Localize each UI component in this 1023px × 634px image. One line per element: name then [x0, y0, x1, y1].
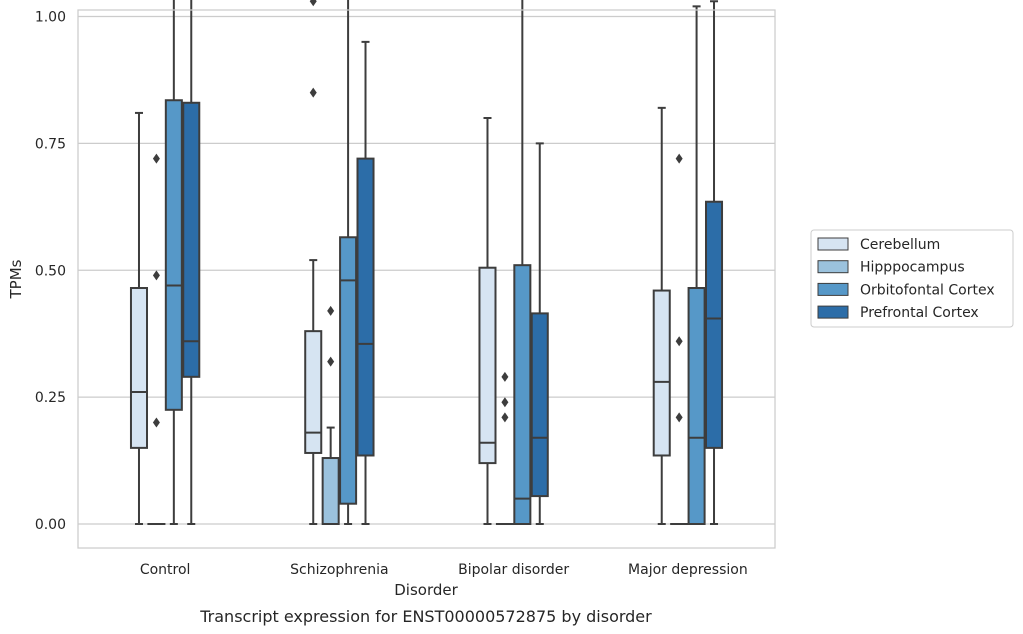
outlier-point	[327, 356, 335, 367]
y-axis-label: TPMs	[7, 259, 25, 299]
box-group	[321, 305, 340, 525]
box	[182, 101, 201, 378]
box	[164, 99, 183, 411]
x-tick-label: Schizophrenia	[290, 562, 388, 578]
legend-swatch	[817, 282, 849, 296]
outlier-point	[501, 412, 509, 423]
outlier-point	[309, 0, 317, 7]
box-group	[147, 153, 166, 526]
legend-label: Hipppocampus	[860, 260, 965, 276]
box-group	[670, 153, 689, 526]
y-tick-label: 0.50	[35, 263, 66, 279]
legend-swatch	[817, 305, 849, 319]
box-group	[339, 0, 358, 525]
y-tick-label: 0.25	[35, 390, 66, 406]
box	[339, 236, 358, 505]
box-group	[495, 371, 514, 526]
box	[321, 457, 340, 525]
outlier-point	[675, 412, 683, 423]
y-tick-label: 1.00	[35, 10, 66, 26]
outlier-point	[675, 336, 683, 347]
figure-caption: Transcript expression for ENST0000057287…	[199, 607, 652, 626]
box	[129, 287, 149, 449]
box-group	[164, 0, 183, 525]
legend-label: Orbitofontal Cortex	[860, 282, 995, 298]
box	[513, 264, 532, 525]
box	[530, 312, 549, 498]
box-group	[182, 0, 201, 525]
outlier-point	[309, 87, 317, 98]
outlier-point	[327, 305, 335, 316]
outlier-point	[675, 153, 683, 164]
outlier-point	[152, 153, 160, 164]
x-tick-label: Major depression	[628, 562, 748, 578]
box	[652, 289, 671, 457]
legend-swatch	[817, 260, 849, 274]
legend-frame	[810, 229, 1014, 328]
box-group	[304, 0, 323, 525]
legend-item: Cerebellum	[817, 237, 940, 253]
outlier-point	[501, 397, 509, 408]
box-group	[704, 0, 724, 525]
plot-frame	[77, 9, 776, 549]
x-tick-label: Control	[140, 562, 191, 578]
legend-label: Prefrontal Cortex	[860, 305, 979, 321]
box-group	[687, 5, 706, 526]
box-group	[530, 142, 549, 525]
y-tick-label: 0.00	[35, 517, 66, 533]
box-group	[478, 117, 497, 525]
legend-swatch	[817, 237, 849, 251]
outlier-point	[152, 417, 160, 428]
outlier-point	[152, 270, 160, 281]
box-group	[129, 111, 149, 525]
box	[478, 266, 497, 465]
x-tick-labels: Control Schizophrenia Bipolar disorder Majo…	[140, 562, 748, 578]
legend-item: Hipppocampus	[817, 260, 965, 276]
y-tick-label: 0.75	[35, 136, 66, 152]
box	[704, 200, 724, 449]
legend-item: Orbitofontal Cortex	[817, 282, 995, 298]
box-group	[513, 0, 532, 525]
y-tick-labels: 0.000.250.500.751.001.251.501.752.00	[35, 10, 66, 534]
legend: Cerebellum Hipppocampus Orbitofontal Corte…	[810, 229, 1014, 328]
box	[304, 330, 323, 454]
box-group	[356, 40, 375, 525]
x-tick-label: Bipolar disorder	[458, 562, 569, 578]
box	[356, 157, 375, 457]
box-group	[652, 106, 671, 525]
legend-item: Prefrontal Cortex	[817, 305, 979, 321]
legend-label: Cerebellum	[860, 237, 940, 253]
outlier-point	[501, 371, 509, 382]
boxes	[129, 0, 724, 526]
x-axis-label: Disorder	[394, 581, 458, 599]
box	[687, 287, 706, 526]
